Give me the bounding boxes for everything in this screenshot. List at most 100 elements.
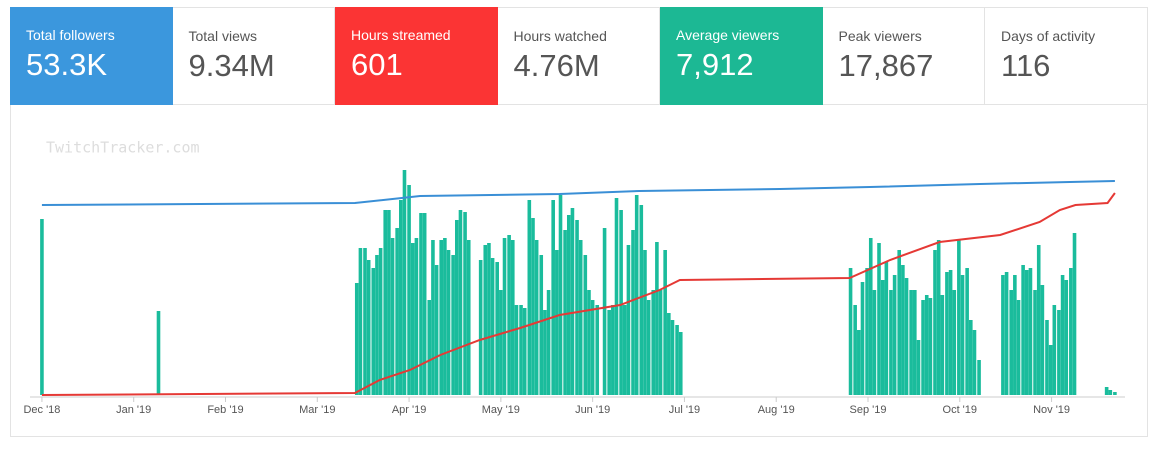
bar [972,330,977,395]
bar [1045,320,1049,395]
bar [1057,310,1061,395]
bar [643,250,647,395]
bar [1021,265,1025,395]
bar [1024,270,1029,395]
stat-card: Peak viewers 17,867 [822,7,985,105]
bar [1104,387,1109,395]
bar [407,185,411,395]
bar [375,255,379,395]
stat-value: 17,867 [838,48,934,83]
bar [631,230,635,395]
bar [354,283,359,395]
bar [619,210,623,395]
stat-card: Days of activity 116 [985,7,1148,105]
bar [534,240,539,395]
bar [1064,280,1069,395]
bar [446,250,451,395]
bar [587,290,591,395]
bar [646,300,651,395]
bar [427,300,432,395]
bar [583,255,588,395]
stat-label: Total followers [26,27,115,43]
bar [889,290,893,395]
bar [495,262,499,395]
bar [1069,268,1073,395]
bar [897,250,902,395]
bar [499,290,503,395]
bar [1048,345,1053,395]
x-tick-label: May '19 [482,404,520,416]
bar [458,210,463,395]
bar [555,250,559,395]
stat-label: Peak viewers [838,28,922,44]
bar [410,243,415,395]
bar [655,242,659,395]
bar [853,305,857,395]
bar [667,313,671,395]
bar [563,230,567,395]
bar [478,260,483,395]
stat-value: 4.76M [513,48,600,83]
bar [590,300,595,395]
bar [1040,285,1045,395]
stat-card: Total views 9.34M [172,7,335,105]
bar [868,238,873,395]
bar [909,290,913,395]
bar [622,305,627,395]
bar [439,240,443,395]
bar [848,268,853,395]
x-tick-label: Dec '18 [23,404,60,416]
bar [378,248,383,395]
bar [678,332,683,395]
stat-label: Average viewers [676,27,780,43]
line [41,192,1116,396]
stat-value: 116 [1001,48,1051,83]
bar [566,215,571,395]
bar [514,305,519,395]
bar [455,220,459,395]
bar [483,245,488,395]
bar [602,228,607,395]
stat-label: Days of activity [1001,28,1096,44]
bar [358,248,363,395]
x-tick-label: Feb '19 [207,404,243,416]
watermark: TwitchTracker.com [46,139,200,157]
bar [639,205,644,395]
bar [928,298,933,395]
bar [607,310,611,395]
bar [527,200,532,395]
bar [651,290,656,395]
bar [952,290,957,395]
x-tick-label: Apr '19 [392,404,427,416]
bar [1016,300,1021,395]
bar [1001,275,1005,395]
bar [366,260,371,395]
chart-box [10,105,1148,437]
bar [570,208,575,395]
bar [948,270,953,395]
bar [522,308,527,395]
bar [490,258,495,395]
bar [960,275,965,395]
bar [395,228,399,395]
bar [634,195,639,395]
bar [1036,245,1041,395]
bar [422,213,427,395]
x-tick-label: Jul '19 [669,404,700,416]
bar [463,212,467,395]
bar [884,262,889,395]
x-tick-label: Aug '19 [758,404,795,416]
bar [865,268,869,395]
stat-label: Total views [188,28,257,44]
stat-value: 9.34M [188,48,275,83]
bar [940,295,945,395]
bar [371,268,376,395]
x-tick-label: Oct '19 [943,404,978,416]
bar [1013,275,1017,395]
bar [904,278,909,395]
bar [434,265,439,395]
bar [543,310,547,395]
bar [431,240,435,395]
bar [1028,268,1033,395]
